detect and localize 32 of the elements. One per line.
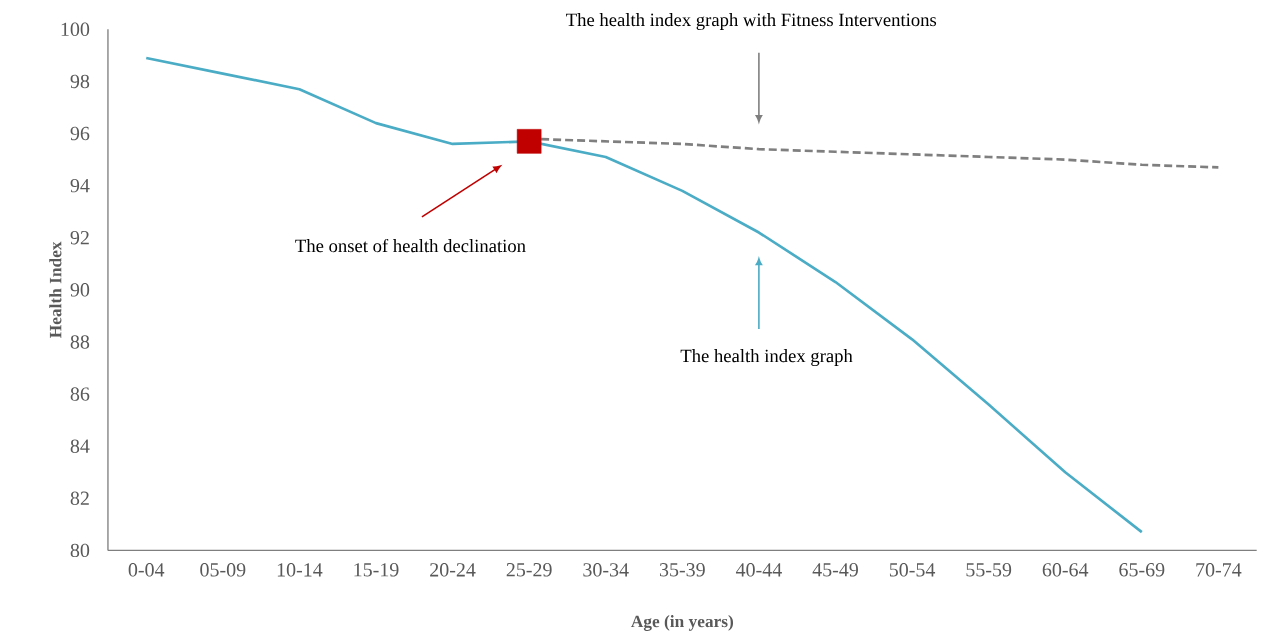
y-tick-label: 94	[70, 178, 90, 193]
x-tick-label: 40-44	[735, 562, 782, 577]
x-tick-label: 55-59	[966, 562, 1012, 577]
x-tick-label: 70-74	[1196, 562, 1242, 577]
x-tick-label: 65-69	[1119, 562, 1165, 577]
y-tick-label: 88	[70, 335, 90, 349]
y-tick-label: 96	[70, 126, 90, 141]
x-tick-label: 15-19	[354, 562, 399, 577]
y-tick-label: 86	[70, 387, 90, 401]
x-tick-label: 30-34	[583, 562, 629, 577]
x-tick-label: 0-04	[128, 562, 165, 577]
x-tick-label: 25-29	[506, 562, 552, 577]
y-tick-label: 92	[70, 230, 89, 245]
annotation: The health index graph	[680, 348, 853, 366]
annotation: The onset of health declination	[295, 238, 526, 253]
x-tick-label: 20-24	[430, 562, 476, 577]
x-tick-label: 35-39	[659, 562, 705, 577]
annotation: The health index graph with Fitness Interventions	[566, 12, 937, 30]
y-tick-label: 84	[70, 439, 90, 453]
x-tick-label: 45-49	[812, 562, 858, 577]
y-axis-title: Health Index	[49, 241, 62, 338]
y-tick-label: 90	[70, 282, 90, 297]
x-tick-label: 60-64	[1042, 562, 1089, 577]
line-series	[144, 56, 1144, 534]
x-axis-title: Age (in years)	[631, 614, 734, 631]
x-tick-label: 10-14	[277, 562, 323, 577]
y-tick-label: 100	[61, 22, 90, 36]
x-tick-label: 50-54	[889, 562, 936, 577]
x-tick-label: 05-09	[200, 562, 246, 577]
y-tick-label: 82	[70, 491, 89, 505]
y-tick-label: 98	[70, 74, 90, 88]
y-tick-label: 80	[70, 543, 90, 557]
